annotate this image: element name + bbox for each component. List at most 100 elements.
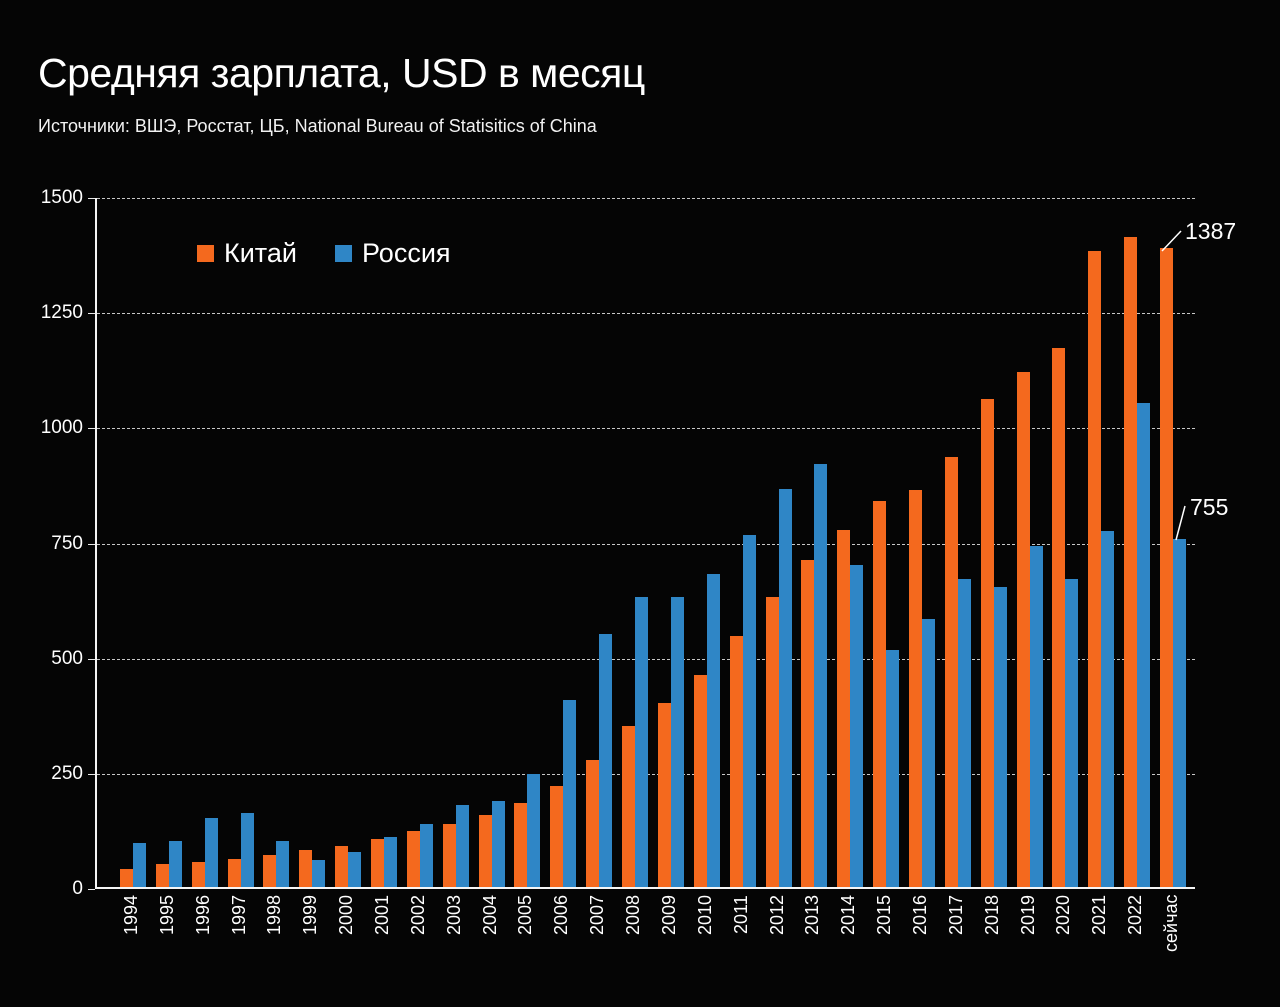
bar-china-2022 [1124, 237, 1138, 887]
y-tick-500 [88, 658, 95, 660]
x-axis-label-2018: 2018 [981, 895, 1002, 936]
bar-russia-2003 [455, 805, 469, 887]
bar-china-2020 [1052, 348, 1066, 887]
plot-area [95, 198, 1195, 889]
x-axis-label-2000: 2000 [336, 895, 357, 936]
bar-russia-сейчас [1173, 539, 1187, 887]
x-axis-label-1995: 1995 [156, 895, 177, 936]
bar-russia-2007 [599, 633, 613, 887]
x-axis-label-2005: 2005 [515, 895, 536, 936]
x-axis-label-2006: 2006 [551, 895, 572, 936]
bar-china-2019 [1016, 371, 1030, 887]
x-axis-label-2002: 2002 [407, 895, 428, 936]
gridline-1500 [97, 198, 1195, 199]
bar-russia-1994 [132, 843, 146, 887]
bar-russia-2019 [1029, 546, 1043, 887]
bar-china-2012 [765, 596, 779, 887]
legend-item-russia: Россия [334, 238, 451, 269]
bar-china-1995 [155, 863, 169, 887]
x-axis-label-2019: 2019 [1017, 895, 1038, 936]
bar-russia-2018 [993, 586, 1007, 887]
bar-russia-2000 [348, 852, 362, 887]
bar-russia-2015 [886, 649, 900, 887]
bar-china-2007 [586, 760, 600, 887]
bar-russia-2002 [419, 823, 433, 887]
bar-russia-1995 [168, 840, 182, 887]
bar-russia-2022 [1137, 403, 1151, 887]
legend-item-china: Китай [197, 238, 297, 269]
bar-russia-2006 [563, 700, 577, 887]
bar-china-2013 [801, 559, 815, 887]
bar-china-2009 [657, 702, 671, 887]
bar-china-1998 [263, 854, 277, 887]
bar-russia-2010 [706, 573, 720, 887]
bar-china-2011 [729, 635, 743, 887]
x-axis-label-2001: 2001 [372, 895, 392, 936]
bar-russia-2014 [850, 565, 864, 887]
x-axis-label-2011: 2011 [730, 895, 751, 934]
y-tick-1000 [88, 428, 95, 430]
x-axis-label-2021: 2021 [1089, 895, 1110, 936]
chart-title: Средняя зарплата, USD в месяц [38, 50, 645, 96]
x-axis-label-1994: 1994 [120, 895, 141, 936]
y-tick-750 [88, 543, 95, 545]
bar-russia-2012 [778, 488, 792, 887]
bar-china-1997 [227, 859, 241, 887]
bar-russia-2009 [670, 596, 684, 887]
bar-china-2002 [406, 830, 420, 887]
bar-china-2003 [442, 823, 456, 887]
y-tick-250 [88, 773, 95, 775]
x-axis-label-2016: 2016 [910, 895, 930, 936]
bar-china-2004 [478, 814, 492, 887]
y-tick-0 [88, 889, 95, 890]
bar-russia-1998 [276, 840, 290, 887]
x-axis-label-2013: 2013 [802, 895, 823, 936]
bar-russia-2001 [384, 837, 397, 887]
bar-china-1994 [119, 868, 133, 887]
y-axis-label-1250: 1250 [40, 302, 83, 324]
bar-china-2010 [693, 675, 707, 887]
legend: Китай Россия [197, 238, 451, 269]
bar-russia-2013 [814, 464, 828, 887]
gridline-750 [97, 543, 1195, 545]
x-axis-label-2008: 2008 [623, 895, 644, 936]
y-axis-label-1500: 1500 [40, 187, 83, 208]
legend-label-china: Китай [224, 238, 297, 268]
x-axis-label-2007: 2007 [587, 895, 608, 936]
bar-china-2017 [944, 457, 958, 887]
bar-china-2000 [335, 845, 349, 887]
bar-russia-2008 [635, 596, 649, 887]
annotation-russia-now: 755 [1190, 494, 1229, 520]
bar-russia-2005 [527, 773, 541, 887]
bar-china-2008 [622, 725, 636, 887]
bar-china-2015 [873, 500, 887, 887]
gridline-1000 [97, 428, 1195, 430]
bar-china-2006 [550, 785, 564, 887]
bar-russia-2021 [1101, 530, 1115, 887]
y-axis-label-1000: 1000 [40, 417, 83, 439]
x-axis-label-1999: 1999 [300, 895, 321, 936]
x-axis-label-сейчас: сейчас [1161, 895, 1182, 953]
gridline-1250 [97, 313, 1195, 315]
bar-russia-2020 [1065, 579, 1079, 887]
bar-russia-2011 [742, 534, 756, 887]
bar-china-2001 [371, 838, 384, 887]
x-axis-label-2009: 2009 [658, 895, 679, 936]
y-tick-1500 [88, 198, 95, 199]
bar-china-сейчас [1160, 248, 1174, 887]
x-axis-label-2003: 2003 [443, 895, 464, 936]
bar-russia-2016 [922, 618, 935, 887]
bar-russia-1997 [240, 813, 254, 887]
x-axis-label-1997: 1997 [228, 895, 249, 936]
x-axis-label-1998: 1998 [264, 895, 285, 936]
bar-china-2016 [909, 489, 922, 887]
y-axis-label-250: 250 [51, 762, 83, 784]
x-axis-label-2004: 2004 [479, 895, 500, 936]
bars-layer [97, 198, 1195, 887]
x-axis-label-2012: 2012 [766, 895, 787, 936]
x-axis-label-2020: 2020 [1053, 895, 1074, 936]
x-axis-label-2010: 2010 [694, 895, 715, 936]
bar-russia-2004 [491, 801, 505, 887]
bar-russia-2017 [957, 579, 971, 887]
